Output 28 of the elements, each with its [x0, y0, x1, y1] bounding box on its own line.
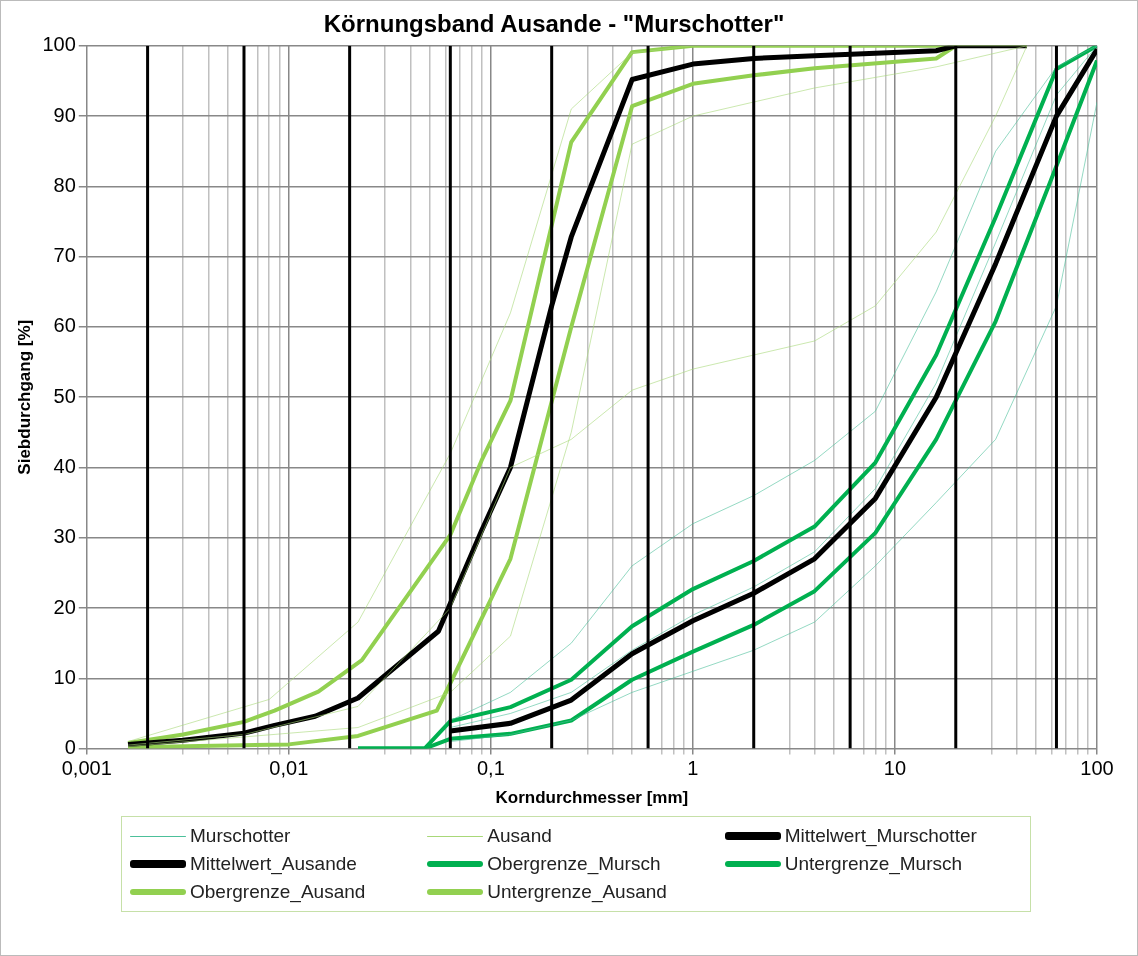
x-tick-label: 0,1: [476, 757, 505, 780]
x-tick-label: 100: [1080, 757, 1114, 780]
y-tick-label: 70: [53, 244, 76, 267]
legend-label: Mittelwert_Ausande: [190, 853, 357, 875]
legend-label: Obergrenze_Ausand: [190, 881, 366, 903]
y-tick-label: 40: [53, 455, 76, 477]
legend-label: Mittelwert_Murschotter: [784, 825, 977, 847]
chart-title: Körnungsband Ausande - "Murschotter": [323, 10, 785, 38]
x-axis-title: Korndurchmesser [mm]: [495, 788, 689, 808]
x-tick-label: 10: [883, 757, 907, 780]
legend-label: Obergrenze_Mursch: [487, 853, 661, 875]
y-tick-label: 80: [53, 173, 76, 196]
legend-label: Untergrenze_Mursch: [784, 853, 963, 875]
y-tick-label: 60: [53, 314, 76, 337]
x-tick-label: 0,001: [61, 757, 112, 780]
y-tick-label: 90: [53, 103, 76, 126]
y-tick-label: 10: [53, 665, 76, 688]
y-tick-label: 30: [53, 525, 76, 548]
y-axis-title: Siebdurchgang [%]: [14, 319, 34, 475]
legend-label: Untergrenze_Ausand: [487, 881, 667, 903]
y-tick-label: 0: [64, 736, 76, 759]
legend-label: Ausand: [487, 825, 552, 847]
legend-label: Murschotter: [190, 825, 291, 847]
x-tick-label: 1: [687, 757, 699, 780]
x-tick-label: 0,01: [269, 757, 309, 780]
y-tick-label: 50: [53, 384, 76, 407]
y-tick-label: 100: [42, 33, 76, 56]
y-tick-label: 20: [53, 595, 76, 618]
